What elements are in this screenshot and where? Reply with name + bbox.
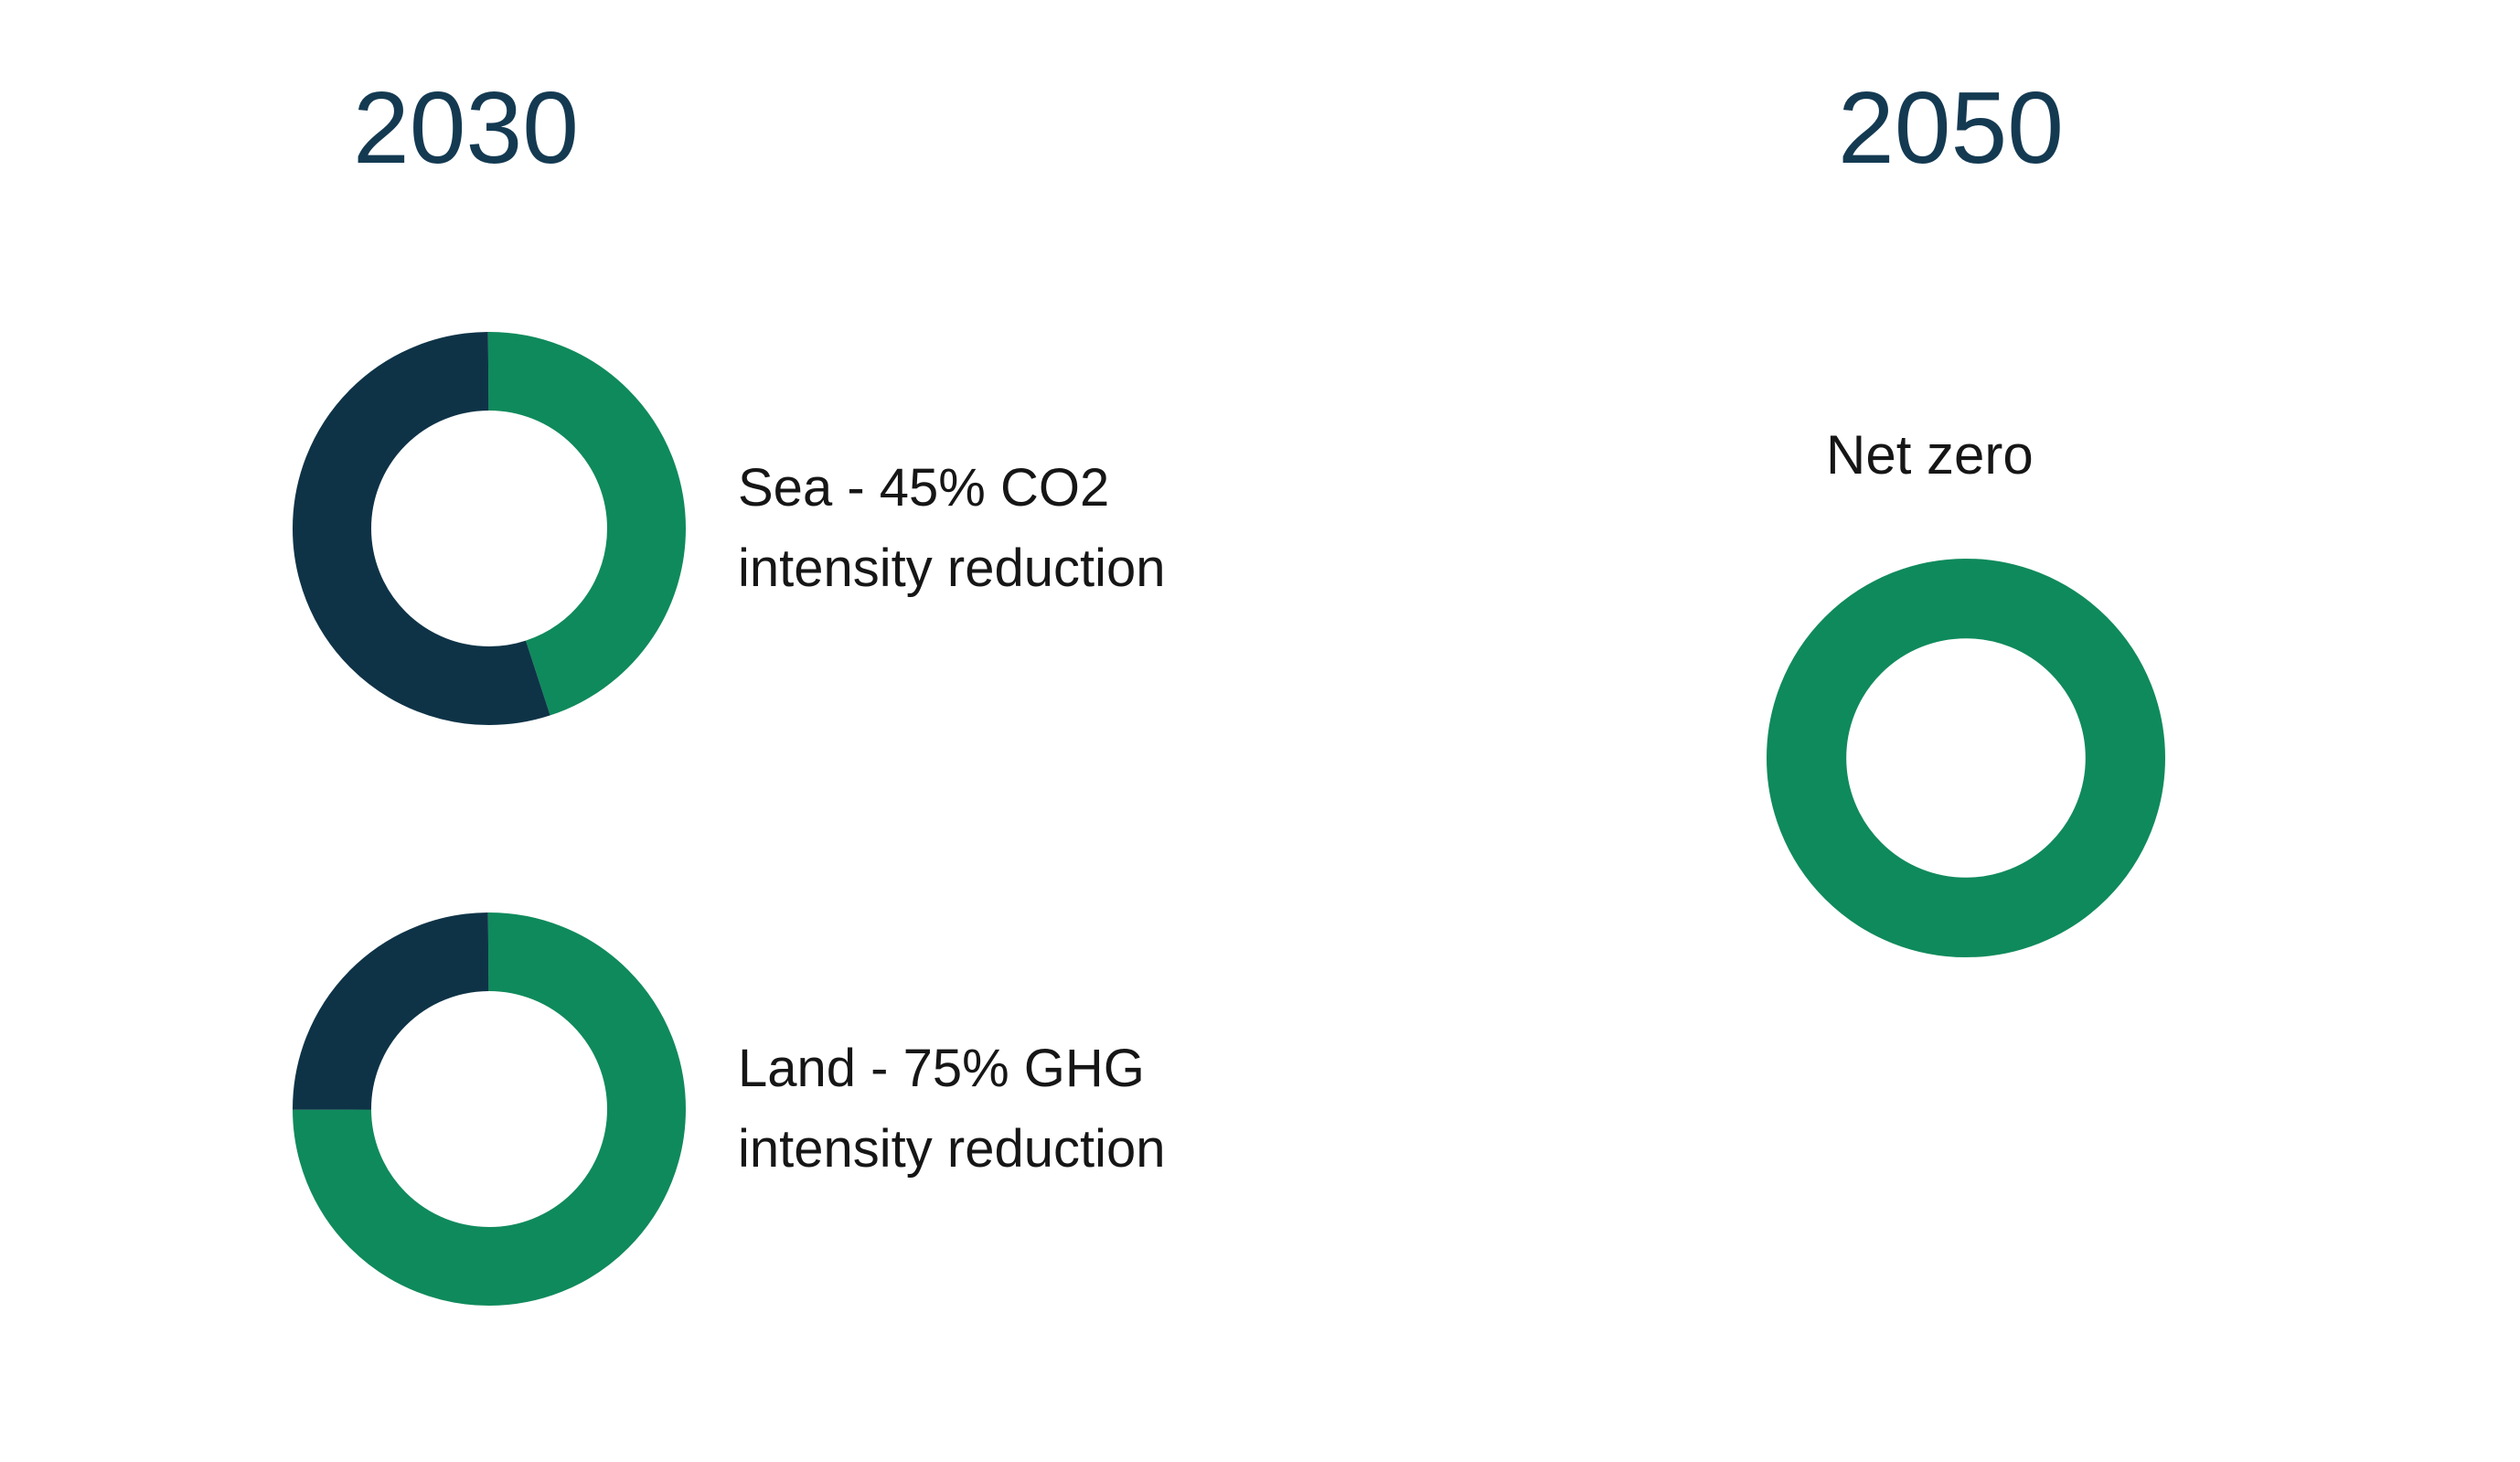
sea-target-row: Sea - 45% CO2 intensity reduction — [293, 332, 1165, 725]
sea-donut-chart — [293, 332, 686, 725]
net-zero-label: Net zero — [1826, 424, 2034, 486]
sea-target-label: Sea - 45% CO2 intensity reduction — [738, 448, 1165, 609]
sea-target-label-line2: intensity reduction — [738, 539, 1166, 598]
sea-target-label-line1: Sea - 45% CO2 — [738, 458, 1110, 518]
land-target-label-line1: Land - 75% GHG — [738, 1039, 1145, 1098]
year-heading-2050: 2050 — [1838, 71, 2064, 185]
year-heading-2030: 2030 — [353, 71, 579, 185]
land-target-label-line2: intensity reduction — [738, 1119, 1166, 1179]
land-target-row: Land - 75% GHG intensity reduction — [293, 912, 1165, 1306]
land-target-label: Land - 75% GHG intensity reduction — [738, 1029, 1165, 1190]
net-zero-donut-chart — [1767, 559, 2165, 957]
land-donut-chart — [293, 912, 686, 1306]
